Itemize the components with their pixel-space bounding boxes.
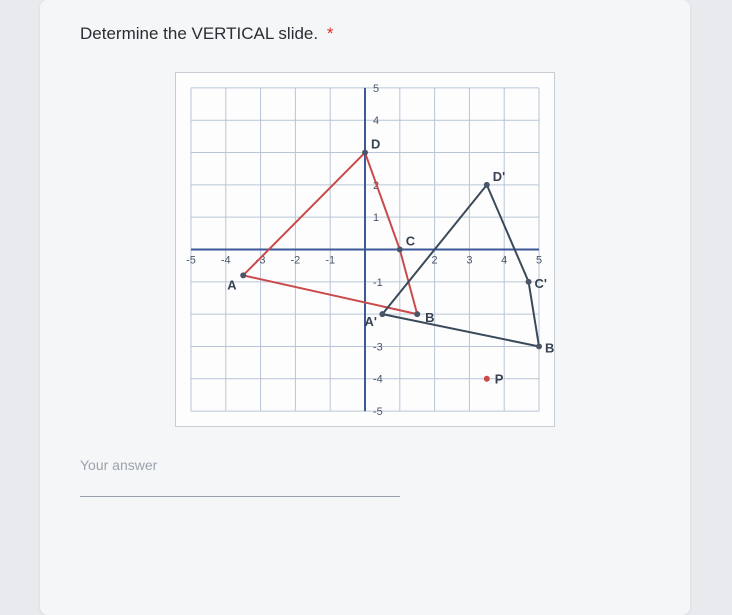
svg-text:-1: -1 [325, 254, 335, 266]
question-text: Determine the VERTICAL slide. * [80, 24, 650, 44]
svg-text:-5: -5 [373, 406, 383, 418]
svg-text:B: B [425, 310, 434, 325]
svg-text:A: A [227, 277, 236, 292]
svg-text:-4: -4 [373, 374, 383, 386]
svg-text:-2: -2 [291, 254, 301, 266]
svg-text:D': D' [493, 169, 505, 184]
svg-text:C': C' [535, 276, 547, 291]
svg-text:2: 2 [432, 254, 438, 266]
svg-text:C: C [406, 234, 415, 249]
svg-text:-5: -5 [186, 254, 196, 266]
svg-text:4: 4 [373, 115, 379, 127]
svg-text:5: 5 [373, 83, 379, 95]
svg-text:5: 5 [536, 254, 542, 266]
chart-svg: -5-4-3-2-12345-5-4-3-11245ABCDA'B'C'D'P [176, 73, 554, 426]
question-card: Determine the VERTICAL slide. * -5 -4 -3 -2… [40, 0, 690, 615]
coordinate-chart: -5-4-3-2-12345-5-4-3-11245ABCDA'B'C'D'P [175, 72, 555, 427]
svg-text:3: 3 [466, 254, 472, 266]
answer-label: Your answer [80, 457, 650, 473]
svg-text:A': A' [365, 314, 377, 329]
svg-text:B': B' [545, 340, 554, 355]
svg-text:D: D [371, 137, 380, 152]
answer-input[interactable] [80, 479, 400, 497]
svg-text:-1: -1 [373, 277, 383, 289]
svg-text:-4: -4 [221, 254, 231, 266]
question-label: Determine the VERTICAL slide. [80, 24, 318, 43]
svg-text:4: 4 [501, 254, 507, 266]
svg-text:1: 1 [373, 212, 379, 224]
svg-text:P: P [495, 372, 504, 387]
svg-text:-3: -3 [373, 341, 383, 353]
required-asterisk: * [327, 24, 334, 43]
